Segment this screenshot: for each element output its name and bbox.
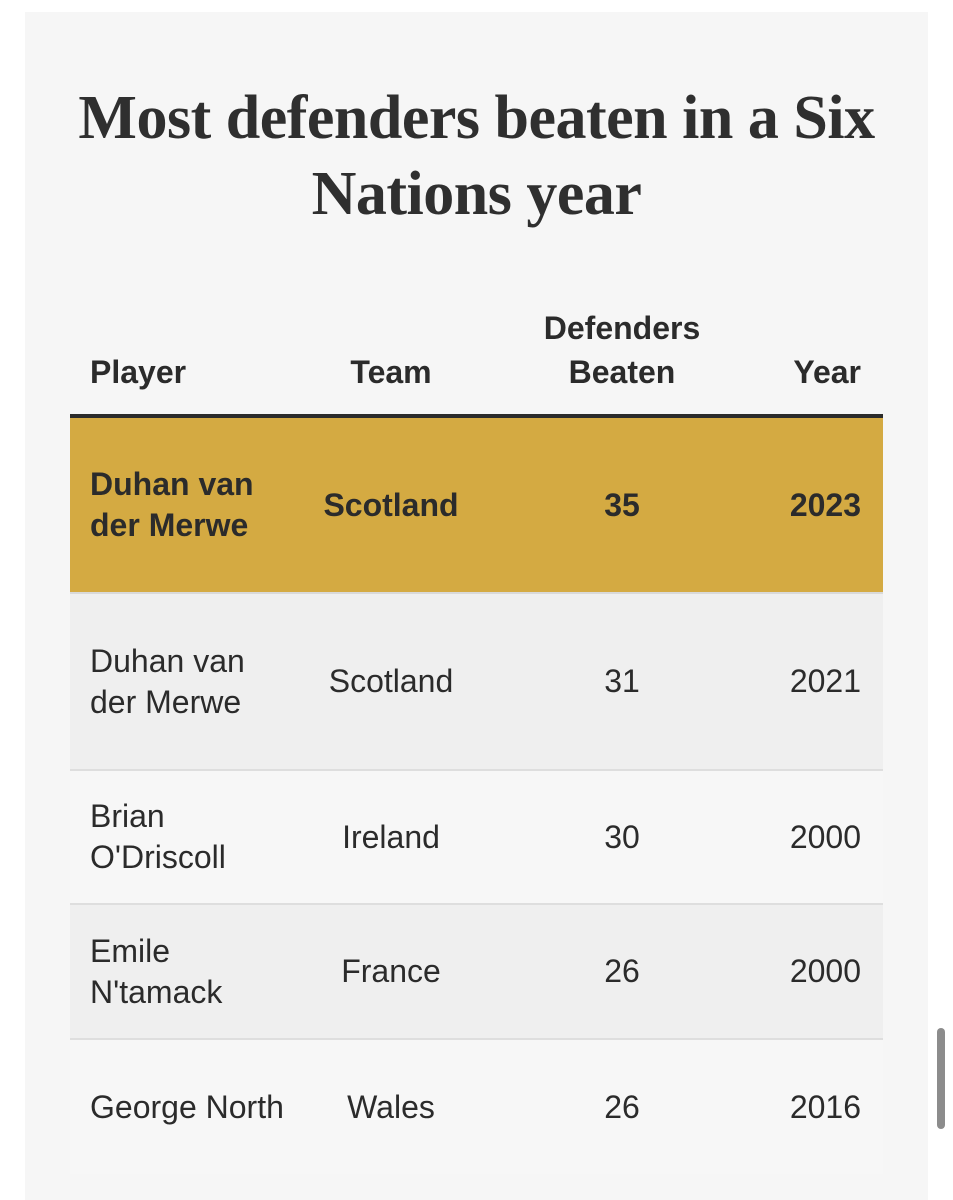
table-row: Duhan van der Merwe Scotland 35 2023 bbox=[70, 418, 883, 594]
header-player[interactable]: Player bbox=[90, 354, 187, 390]
stats-table: Player Team Defenders Beaten Year Duhan … bbox=[70, 310, 883, 1174]
cell-team: France bbox=[341, 953, 441, 989]
cell-defenders-beaten: 31 bbox=[604, 663, 640, 699]
cell-year: 2000 bbox=[789, 818, 861, 855]
cell-year: 2000 bbox=[789, 953, 861, 989]
chart-card: Most defenders beaten in a Six Nations y… bbox=[25, 12, 928, 1200]
header-defenders-line1: Defenders bbox=[543, 310, 701, 346]
cell-team: Scotland bbox=[328, 663, 454, 699]
cell-year: 2021 bbox=[789, 663, 861, 699]
table-row: Emile N'tamack France 26 2000 bbox=[70, 905, 883, 1040]
cell-defenders-beaten: 26 bbox=[604, 1088, 640, 1125]
cell-year: 2023 bbox=[789, 486, 861, 523]
cell-defenders-beaten: 35 bbox=[604, 486, 640, 523]
cell-player: Duhan van der Merwe bbox=[90, 642, 245, 720]
vertical-scrollbar[interactable] bbox=[937, 1028, 945, 1129]
header-year[interactable]: Year bbox=[793, 354, 861, 390]
cell-team: Ireland bbox=[342, 818, 440, 855]
table-row: Duhan van der Merwe Scotland 31 2021 bbox=[70, 594, 883, 771]
table-row: Brian O'Driscoll Ireland 30 2000 bbox=[70, 771, 883, 905]
cell-player: Emile N'tamack bbox=[90, 932, 223, 1010]
cell-year: 2016 bbox=[789, 1088, 861, 1125]
header-defenders-line2: Beaten bbox=[568, 354, 676, 390]
cell-player: George North bbox=[90, 1088, 284, 1125]
cell-defenders-beaten: 30 bbox=[604, 818, 640, 855]
table-row: George North Wales 26 2016 bbox=[70, 1040, 883, 1174]
cell-defenders-beaten: 26 bbox=[604, 953, 640, 989]
cell-team: Wales bbox=[347, 1088, 435, 1125]
header-team[interactable]: Team bbox=[350, 354, 432, 390]
chart-title: Most defenders beaten in a Six Nations y… bbox=[78, 84, 875, 228]
cell-player: Brian O'Driscoll bbox=[90, 798, 226, 875]
cell-player: Duhan van der Merwe bbox=[90, 466, 254, 543]
cell-team: Scotland bbox=[323, 486, 459, 523]
header-defenders-beaten[interactable]: Defenders Beaten bbox=[497, 306, 747, 414]
table-header-row: Player Team Defenders Beaten Year bbox=[70, 310, 883, 418]
